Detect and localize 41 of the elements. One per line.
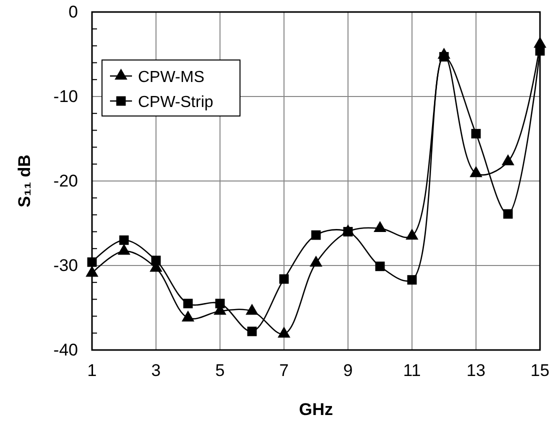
- point: [375, 262, 385, 272]
- y-tick-label: -30: [53, 256, 78, 275]
- point: [311, 230, 321, 240]
- x-axis-title: GHz: [299, 400, 333, 419]
- point: [279, 274, 289, 284]
- point: [439, 52, 449, 62]
- x-tick-label: 13: [466, 361, 486, 380]
- point: [406, 228, 418, 240]
- y-axis-title: S₁₁ dB: [15, 154, 34, 208]
- point: [535, 46, 545, 56]
- point: [471, 128, 481, 138]
- point: [119, 235, 129, 245]
- x-tick-label: 9: [343, 361, 353, 380]
- y-tick-label: -40: [53, 340, 78, 360]
- point: [502, 154, 514, 166]
- point: [247, 326, 257, 336]
- x-tick-label: 1: [87, 361, 97, 380]
- point: [407, 275, 417, 285]
- x-tick-label: 15: [530, 361, 550, 380]
- point: [182, 310, 194, 322]
- x-tick-label: 7: [279, 361, 289, 380]
- x-tick-label: 5: [215, 361, 225, 380]
- point: [215, 298, 225, 308]
- x-tick-label: 11: [403, 361, 421, 380]
- point: [86, 266, 98, 277]
- point: [118, 244, 130, 255]
- point: [246, 304, 258, 315]
- legend-label: CPW-MS: [138, 69, 204, 86]
- x-tick-label: 3: [151, 361, 161, 380]
- point: [278, 326, 290, 338]
- legend-label: CPW-Strip: [138, 94, 214, 111]
- y-tick-label: 0: [68, 2, 78, 22]
- point: [310, 256, 322, 267]
- y-tick-label: -20: [53, 171, 78, 190]
- point: [87, 257, 97, 267]
- y-tick-label: -10: [53, 86, 78, 106]
- point: [151, 256, 161, 266]
- point: [503, 209, 513, 219]
- point: [470, 166, 482, 178]
- point: [183, 298, 193, 308]
- point: [374, 220, 386, 232]
